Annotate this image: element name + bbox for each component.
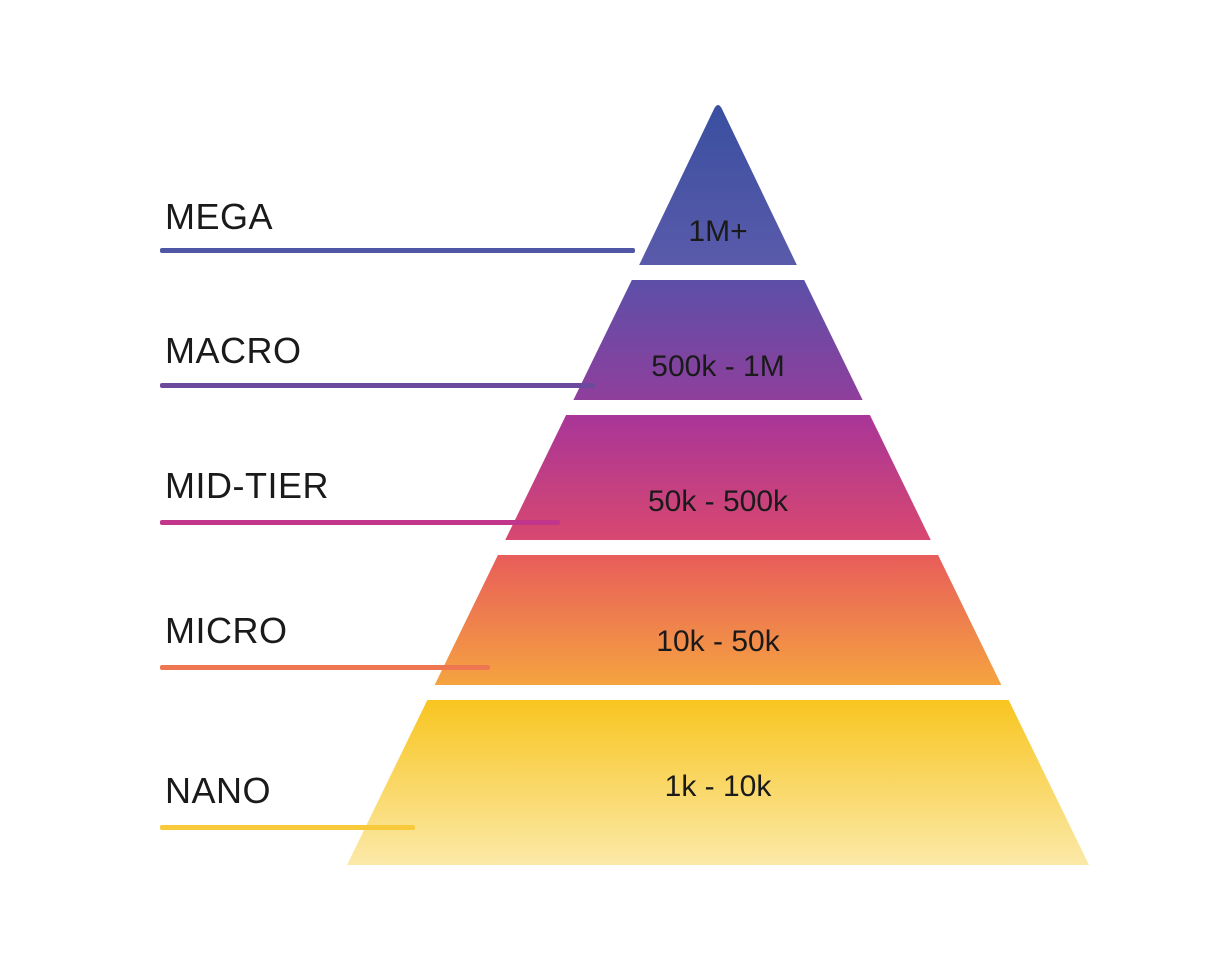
tier-label-micro: MICRO xyxy=(165,610,288,652)
tier-label-mega: MEGA xyxy=(165,196,273,238)
tier-label-nano: NANO xyxy=(165,770,271,812)
pyramid-diagram: MEGA 1M+ MACRO 500k - 1M MID-TIER 50k - 500k M… xyxy=(0,0,1225,980)
tier-label-macro: MACRO xyxy=(165,330,302,372)
tier-value-mega: 1M+ xyxy=(688,215,747,249)
tier-underline-mid-tier xyxy=(160,520,560,525)
tier-value-micro: 10k - 50k xyxy=(656,625,779,659)
tier-underline-macro xyxy=(160,383,595,388)
tier-value-mid-tier: 50k - 500k xyxy=(648,485,788,519)
tier-underline-mega xyxy=(160,248,635,253)
tier-underline-nano xyxy=(160,825,415,830)
pyramid-tier-micro xyxy=(435,555,1002,685)
tier-value-nano: 1k - 10k xyxy=(665,770,772,804)
tier-underline-micro xyxy=(160,665,490,670)
tier-value-macro: 500k - 1M xyxy=(651,350,784,384)
pyramid-tier-mid-tier xyxy=(505,415,931,540)
tier-label-mid-tier: MID-TIER xyxy=(165,465,329,507)
